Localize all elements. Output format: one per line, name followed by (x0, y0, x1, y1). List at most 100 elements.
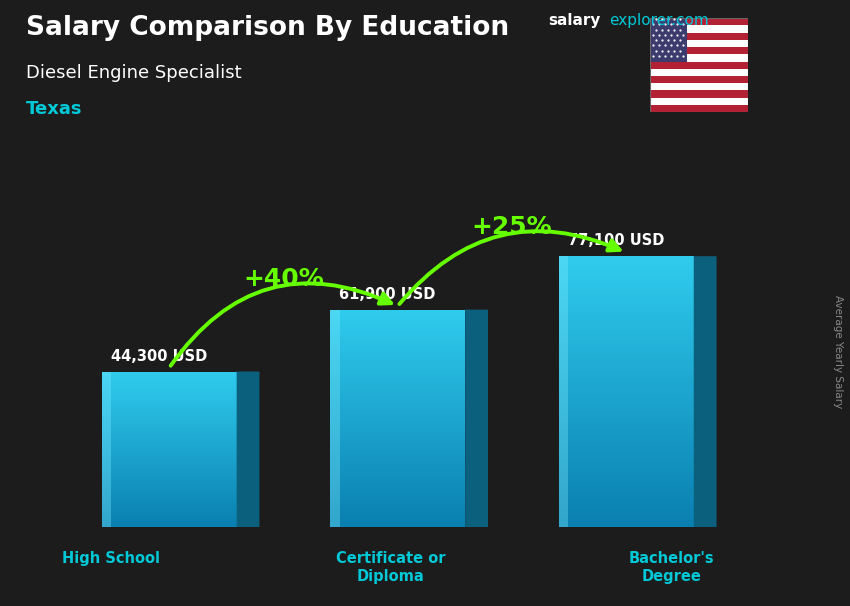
Bar (330, 399, 465, 402)
Bar (650, 25, 748, 33)
Bar (558, 382, 694, 385)
Bar (101, 387, 236, 389)
Bar (330, 348, 465, 350)
Bar (558, 334, 694, 338)
Bar (330, 454, 465, 456)
Bar (101, 498, 236, 500)
Bar (558, 293, 694, 297)
Bar (101, 381, 236, 383)
Bar (330, 473, 465, 476)
Bar (558, 317, 694, 321)
Bar (101, 459, 236, 461)
Bar (558, 314, 694, 317)
Bar (330, 388, 465, 391)
Bar (330, 525, 465, 527)
Bar (330, 489, 465, 492)
Bar (650, 62, 748, 68)
Bar (330, 359, 465, 361)
Bar (101, 461, 236, 463)
Bar (330, 386, 465, 388)
Text: Salary Comparison By Education: Salary Comparison By Education (26, 15, 508, 41)
Bar (101, 434, 236, 436)
Bar (650, 98, 748, 105)
Bar (330, 511, 465, 514)
Bar (558, 402, 694, 405)
Polygon shape (465, 310, 488, 527)
Bar (558, 412, 694, 416)
Polygon shape (694, 256, 717, 527)
Bar (558, 487, 694, 490)
Bar (330, 516, 465, 519)
Bar (330, 440, 465, 443)
Text: Bachelor's
Degree: Bachelor's Degree (629, 551, 714, 584)
Bar (650, 47, 748, 55)
Bar (330, 383, 465, 386)
Bar (558, 473, 694, 476)
Text: Certificate or
Diploma: Certificate or Diploma (337, 551, 445, 584)
Bar (330, 408, 465, 410)
Bar (558, 344, 694, 348)
Bar (330, 402, 465, 405)
Bar (650, 33, 748, 40)
Bar (101, 399, 236, 401)
Bar (101, 445, 236, 447)
Bar (101, 476, 236, 479)
Bar (330, 318, 465, 321)
Text: explorer.com: explorer.com (609, 13, 709, 28)
Bar (558, 436, 694, 439)
Bar (101, 521, 236, 524)
Bar (101, 424, 236, 426)
Bar (558, 429, 694, 432)
Bar (330, 372, 465, 375)
Text: +40%: +40% (243, 267, 324, 291)
Bar (101, 416, 236, 418)
Bar (558, 500, 694, 504)
Bar (330, 470, 465, 473)
Bar (330, 391, 465, 394)
Bar (330, 465, 465, 467)
Bar (330, 459, 465, 462)
Bar (101, 422, 236, 424)
Bar (101, 391, 236, 393)
Bar (330, 331, 465, 334)
Bar (330, 345, 465, 348)
Bar (101, 436, 236, 438)
Bar (558, 375, 694, 378)
Bar (101, 496, 236, 498)
Bar (558, 273, 694, 276)
Bar (330, 445, 465, 448)
Bar (330, 410, 465, 413)
Bar (101, 473, 236, 474)
Bar (558, 267, 694, 270)
Bar (558, 327, 694, 331)
Bar (101, 420, 236, 422)
Bar (330, 323, 465, 326)
Bar (558, 493, 694, 497)
Bar (101, 506, 236, 508)
Bar (650, 68, 748, 76)
Bar (101, 490, 236, 492)
Bar (101, 511, 236, 514)
Bar (558, 270, 694, 273)
Bar (101, 432, 236, 434)
Bar (558, 419, 694, 422)
Bar (101, 488, 236, 490)
Bar (101, 444, 236, 445)
Bar (101, 500, 236, 502)
Bar (558, 391, 694, 395)
Bar (330, 484, 465, 487)
Text: +25%: +25% (472, 215, 552, 239)
Bar (558, 304, 694, 307)
Bar (558, 446, 694, 449)
Bar (558, 259, 694, 263)
Bar (101, 442, 236, 444)
Bar (558, 466, 694, 470)
Bar (101, 401, 236, 402)
Bar (558, 331, 694, 334)
Bar (330, 353, 465, 356)
Bar (558, 284, 694, 287)
Bar (330, 421, 465, 424)
Bar (101, 487, 236, 488)
Bar (558, 456, 694, 459)
Bar (330, 381, 465, 383)
